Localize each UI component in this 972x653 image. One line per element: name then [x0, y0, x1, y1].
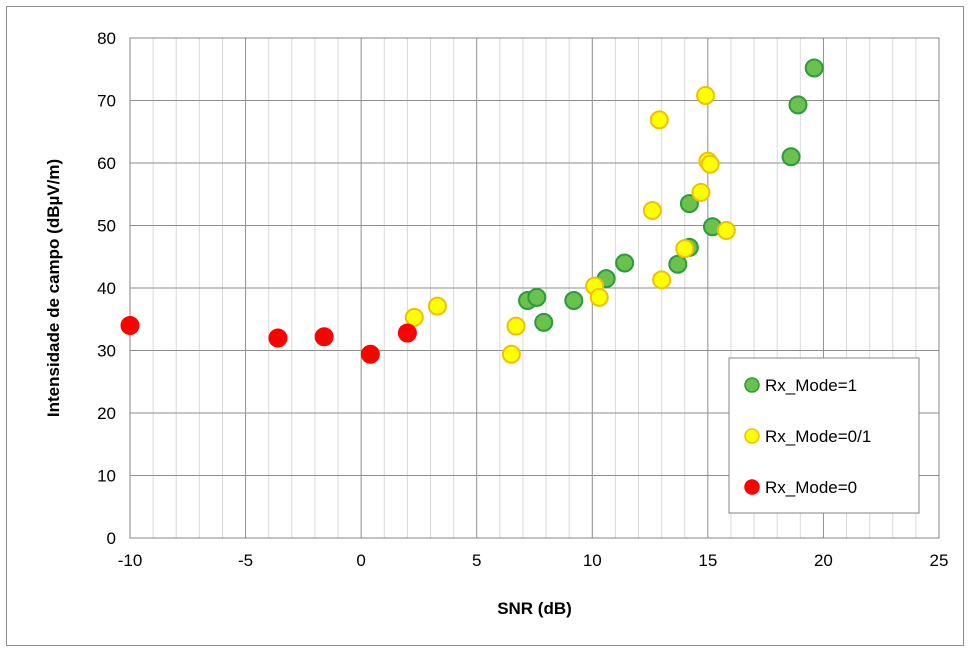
y-tick-label: 30	[97, 342, 116, 361]
legend-label: Rx_Mode=0/1	[765, 427, 871, 446]
data-point	[788, 95, 808, 115]
data-point	[652, 270, 672, 290]
data-point	[675, 239, 695, 259]
data-point	[679, 194, 699, 214]
legend-marker	[744, 377, 760, 393]
legend-label: Rx_Mode=1	[765, 376, 857, 395]
data-point	[589, 287, 609, 307]
x-tick-label: 10	[583, 551, 602, 570]
data-point	[534, 312, 554, 332]
data-point	[501, 344, 521, 364]
data-point	[120, 316, 140, 335]
x-tick-label: 0	[356, 551, 365, 570]
chart-frame: -10 -5 0 5 10 15 20 25 0 10 20 30 40 50 60 70 80 SNR (d…	[6, 6, 964, 646]
y-tick-label: 80	[97, 29, 116, 48]
x-tick-label: -5	[238, 551, 253, 570]
y-tick-label: 20	[97, 404, 116, 423]
y-axis-tick-labels: 0 10 20 30 40 50 60 70 80	[97, 29, 116, 548]
plot-area-border	[129, 37, 940, 539]
data-point	[506, 316, 526, 336]
y-tick-label: 70	[97, 92, 116, 111]
data-point	[716, 221, 736, 240]
data-point	[397, 323, 417, 343]
y-tick-label: 0	[107, 529, 116, 548]
data-point	[314, 327, 334, 347]
data-point	[668, 254, 688, 274]
data-point	[700, 154, 720, 174]
x-tick-label: -10	[118, 551, 143, 570]
x-tick-label: 20	[814, 551, 833, 570]
x-tick-label: 25	[930, 551, 949, 570]
legend-marker	[744, 428, 760, 444]
x-axis-title: SNR (dB)	[497, 599, 572, 618]
data-point	[642, 201, 662, 220]
y-tick-label: 40	[97, 279, 116, 298]
data-point	[404, 307, 424, 327]
data-point	[615, 253, 635, 273]
data-point	[268, 328, 288, 348]
legend-box	[728, 357, 920, 514]
data-point	[564, 291, 584, 310]
y-tick-label: 50	[97, 217, 116, 236]
legend-label: Rx_Mode=0	[765, 478, 857, 497]
legend: Rx_Mode=1 Rx_Mode=0/1 Rx_Mode=0	[728, 357, 920, 514]
data-points	[120, 58, 824, 364]
legend-marker	[744, 479, 760, 495]
scatter-chart: -10 -5 0 5 10 15 20 25 0 10 20 30 40 50 60 70 80 SNR (d…	[44, 29, 949, 618]
data-point	[691, 182, 711, 202]
x-tick-label: 15	[698, 551, 717, 570]
data-point	[527, 287, 547, 307]
data-point	[649, 110, 669, 130]
x-tick-label: 5	[472, 551, 481, 570]
data-point	[360, 344, 380, 364]
data-point	[696, 86, 716, 105]
y-axis-title: Intensidade de campo (dBµV/m)	[44, 159, 63, 417]
y-tick-label: 60	[97, 154, 116, 173]
x-axis-tick-labels: -10 -5 0 5 10 15 20 25	[118, 551, 949, 570]
data-point	[427, 296, 447, 316]
y-tick-label: 10	[97, 467, 116, 486]
data-point	[781, 147, 801, 167]
legend-items: Rx_Mode=1 Rx_Mode=0/1 Rx_Mode=0	[744, 376, 871, 497]
data-point	[804, 58, 824, 78]
